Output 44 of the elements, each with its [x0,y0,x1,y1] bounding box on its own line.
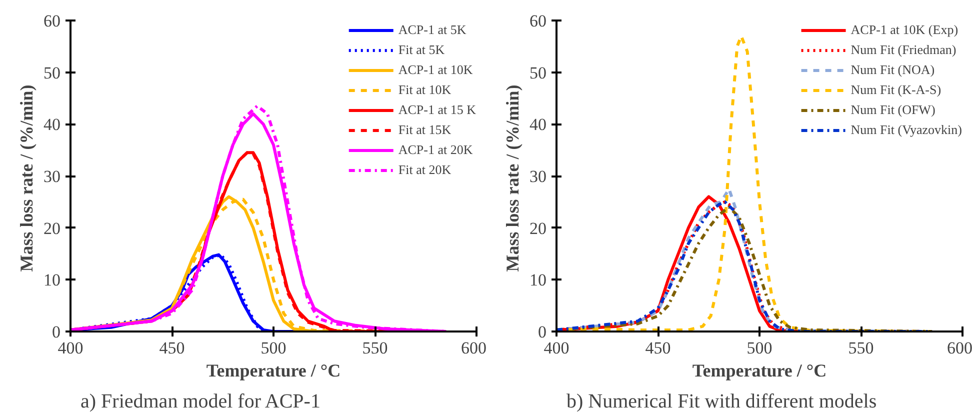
y-tick-label: 50 [530,63,546,82]
legend-label: Fit at 15K [398,121,452,139]
legend-label: ACP-1 at 20K [398,141,473,159]
x-tick-label: 450 [645,338,671,358]
legend-label: Fit at 10K [398,81,452,99]
x-tick-label: 500 [746,338,772,358]
legend-label: Num Fit (OFW) [850,101,936,119]
x-tick-label: 600 [947,338,972,358]
y-tick-label: 60 [44,12,60,30]
text: b) Numerical Fit with different models [566,390,877,412]
y-tick-label: 20 [44,218,60,238]
x-axis-title: Temperature / °C [692,360,827,380]
y-tick-label: 10 [530,270,546,290]
x-tick-label: 400 [58,338,84,358]
y-tick-label: 0 [52,322,60,342]
y-tick-label: 40 [44,115,60,134]
y-tick-label: 60 [530,12,546,30]
y-axis-title: Mass loss rate / (%/min) [502,84,522,272]
legend-label: ACP-1 at 15 K [398,101,476,119]
legend-label: Num Fit (Vyazovkin) [850,121,962,139]
y-tick-label: 20 [530,218,546,238]
legend-label: ACP-1 at 10K [398,61,473,79]
x-tick-label: 600 [461,338,486,358]
legend-label: Num Fit (K-A-S) [850,81,942,99]
x-tick-label: 550 [362,338,388,358]
y-tick-label: 40 [530,115,546,134]
legend-label: ACP-1 at 5K [398,21,466,39]
x-tick-label: 500 [260,338,286,358]
legend-label: Fit at 5K [398,41,445,59]
y-tick-label: 0 [538,322,546,342]
legend-label: Num Fit (NOA) [850,61,935,79]
y-tick-label: 30 [44,167,60,186]
legend-label: Num Fit (Friedman) [850,41,956,59]
x-tick-label: 400 [544,338,570,358]
legend-label: Fit at 20K [398,161,452,179]
legend-label: ACP-1 at 10K (Exp) [850,21,958,39]
text: a) Friedman model for ACP-1 [80,390,320,412]
x-tick-label: 550 [848,338,874,358]
y-tick-label: 50 [44,63,60,82]
y-tick-label: 30 [530,167,546,186]
x-axis-title: Temperature / °C [206,360,341,380]
x-tick-label: 450 [159,338,185,358]
y-tick-label: 10 [44,270,60,290]
y-axis-title: Mass loss rate / (%/min) [16,84,36,272]
